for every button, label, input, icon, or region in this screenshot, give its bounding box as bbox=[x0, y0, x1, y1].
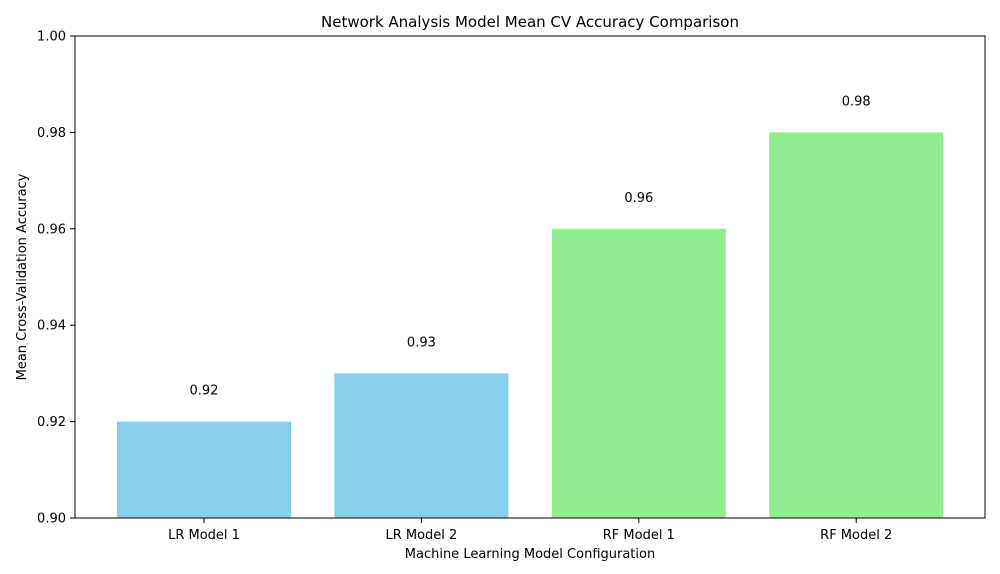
y-tick-label: 0.98 bbox=[37, 126, 66, 141]
plot-area-frame bbox=[74, 35, 986, 519]
x-tick-label: RF Model 2 bbox=[820, 528, 892, 543]
bar-lr-model-1 bbox=[117, 421, 291, 518]
data-label-lr-model-2: 0.93 bbox=[407, 335, 436, 350]
bar-rf-model-1 bbox=[551, 228, 726, 519]
y-tick-label: 0.94 bbox=[37, 319, 66, 334]
bar-lr-model-2 bbox=[334, 373, 509, 518]
y-axis: 0.90 0.92 0.94 0.96 0.98 1.00 bbox=[37, 30, 75, 527]
y-tick-label: 0.92 bbox=[37, 415, 66, 430]
bars-layer bbox=[117, 132, 944, 519]
y-tick-label: 0.96 bbox=[37, 222, 66, 237]
x-axis: LR Model 1 LR Model 2 RF Model 1 RF Model 2 bbox=[168, 518, 892, 543]
data-label-lr-model-1: 0.92 bbox=[190, 384, 219, 399]
x-tick-label: LR Model 2 bbox=[385, 528, 457, 543]
data-label-rf-model-1: 0.96 bbox=[624, 191, 653, 206]
x-tick-label: RF Model 1 bbox=[603, 528, 675, 543]
y-axis-label: Mean Cross-Validation Accuracy bbox=[15, 173, 30, 380]
bar-rf-model-2 bbox=[769, 132, 944, 518]
data-labels-layer: 0.92 0.93 0.96 0.98 bbox=[190, 94, 871, 398]
y-tick-label: 1.00 bbox=[37, 30, 66, 45]
x-axis-label: Machine Learning Model Configuration bbox=[405, 547, 655, 562]
x-tick-label: LR Model 1 bbox=[168, 528, 240, 543]
chart-title: Network Analysis Model Mean CV Accuracy … bbox=[321, 13, 739, 31]
data-label-rf-model-2: 0.98 bbox=[842, 94, 871, 109]
y-tick-label: 0.90 bbox=[37, 512, 66, 527]
